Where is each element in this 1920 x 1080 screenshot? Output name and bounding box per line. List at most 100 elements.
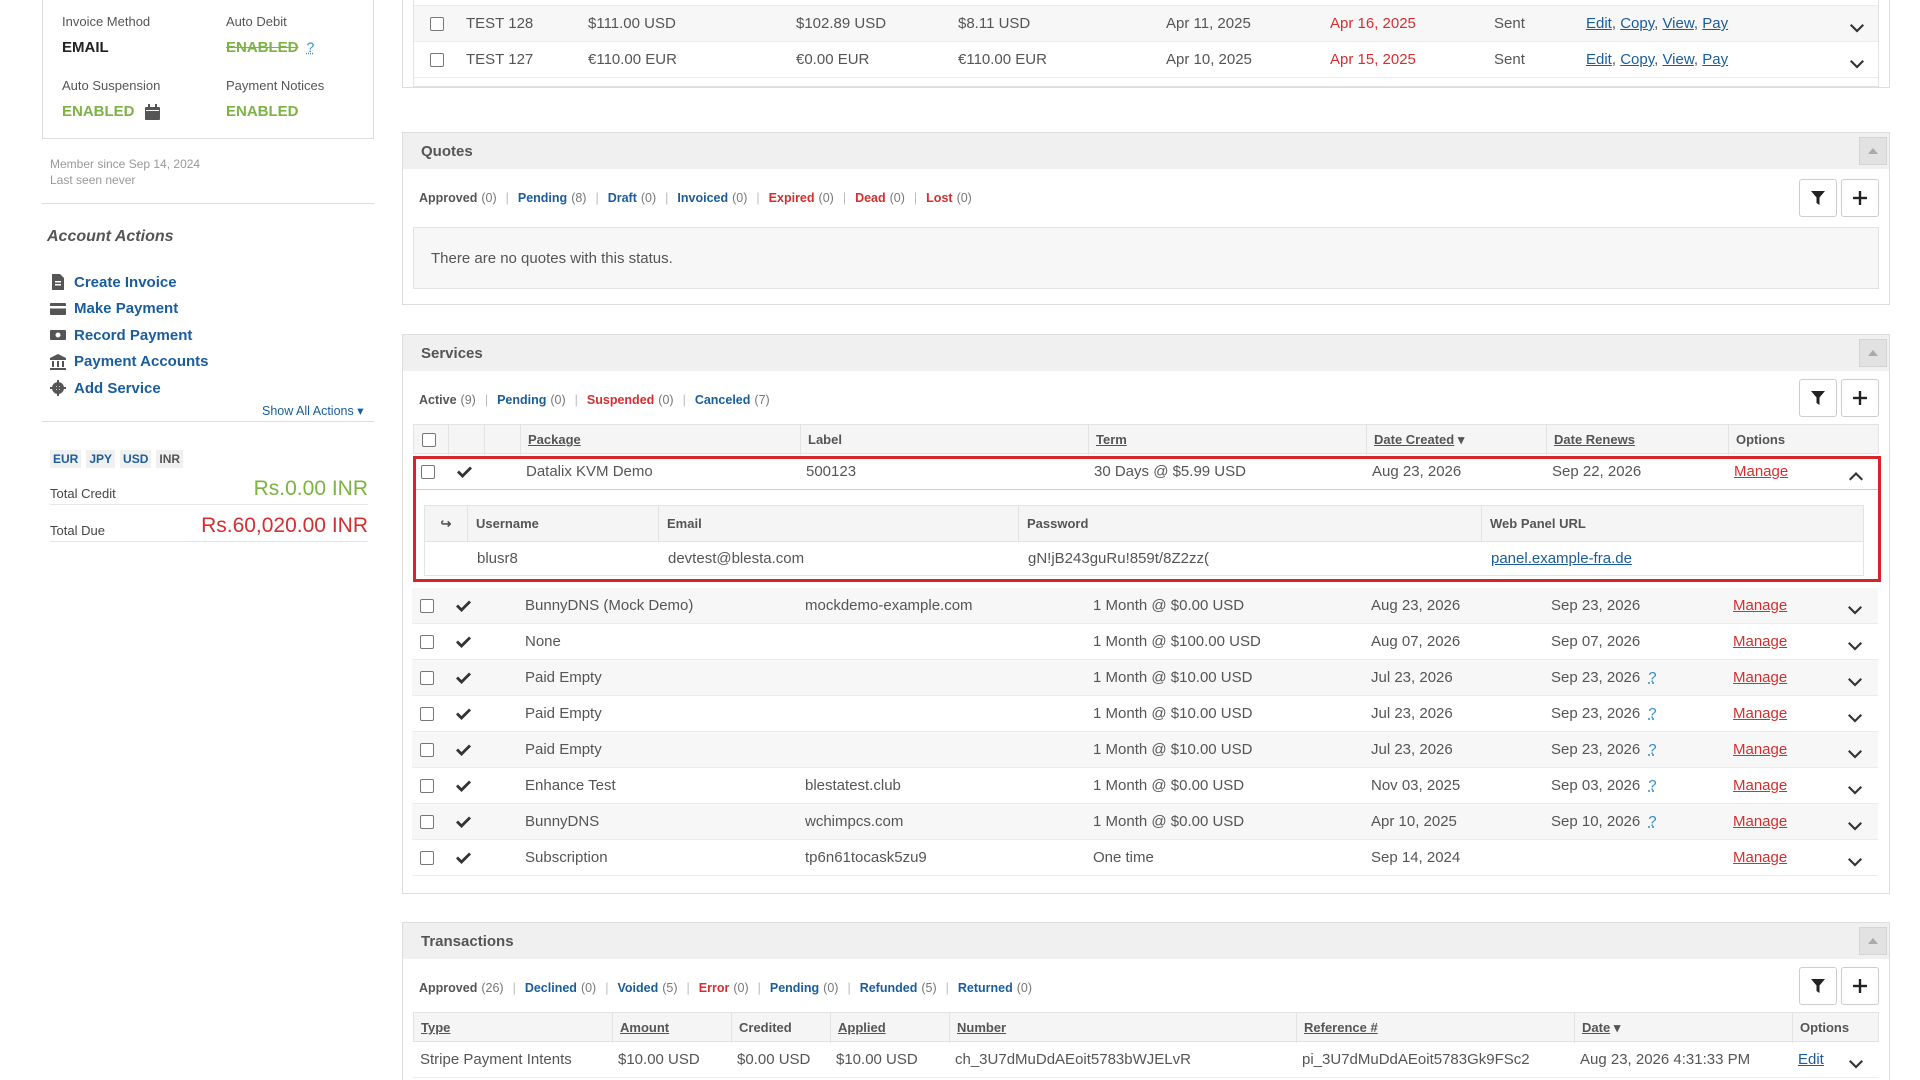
record-payment-label[interactable]: Record Payment	[74, 326, 193, 344]
currency-tab-eur[interactable]: EUR	[50, 450, 82, 468]
column-amount[interactable]: Amount	[612, 1013, 731, 1043]
row-checkbox[interactable]	[430, 53, 444, 67]
transaction-row[interactable]: Stripe Payment Intents $10.00 USD $0.00 …	[413, 1042, 1879, 1078]
filter-label[interactable]: Refunded	[859, 981, 918, 995]
renew-help[interactable]: ?	[1648, 705, 1657, 722]
invoice-pay-link[interactable]: Pay	[1702, 51, 1729, 68]
column-date-created-label[interactable]: Date Created	[1374, 432, 1455, 447]
row-checkbox[interactable]	[420, 851, 434, 865]
chevron-down-icon[interactable]	[1848, 674, 1862, 687]
row-checkbox[interactable]	[420, 635, 434, 649]
row-checkbox[interactable]	[420, 707, 434, 721]
transaction-edit-link[interactable]: Edit	[1798, 1051, 1824, 1068]
web-panel-url-link[interactable]: panel.example-fra.de	[1491, 550, 1632, 567]
manage-link[interactable]: Manage	[1733, 849, 1788, 866]
add-button[interactable]	[1841, 379, 1879, 417]
invoice-edit-link[interactable]: Edit	[1586, 51, 1612, 68]
column-date-renews[interactable]: Date Renews	[1546, 425, 1728, 455]
service-row-expanded[interactable]: Datalix KVM Demo 500123 30 Days @ $5.99 …	[413, 454, 1879, 490]
add-button[interactable]	[1841, 179, 1879, 217]
filter-button[interactable]	[1799, 179, 1837, 217]
filter-button[interactable]	[1799, 967, 1837, 1005]
service-row[interactable]: Paid Empty 1 Month @ $10.00 USD Jul 23, …	[412, 732, 1878, 768]
auto-debit-help[interactable]: ?	[306, 39, 315, 55]
filter-label[interactable]: Declined	[524, 981, 577, 995]
filter-label[interactable]: Approved	[419, 191, 478, 205]
payment-accounts-action[interactable]: Payment Accounts	[50, 349, 208, 376]
service-row[interactable]: BunnyDNS wchimpcs.com 1 Month @ $0.00 US…	[412, 804, 1878, 840]
service-row[interactable]: Subscription tp6n61tocask5zu9 One time S…	[412, 840, 1878, 876]
quotes-filter-lost[interactable]: Lost (0)	[926, 191, 972, 205]
manage-link[interactable]: Manage	[1733, 777, 1788, 794]
currency-tab-jpy[interactable]: JPY	[86, 450, 116, 468]
filter-label[interactable]: Approved	[419, 981, 478, 995]
collapse-button[interactable]	[1859, 339, 1887, 367]
filter-label[interactable]: Lost	[926, 191, 953, 205]
show-all-actions-link[interactable]: Show All Actions ▾	[262, 403, 363, 418]
filter-label[interactable]: Pending	[497, 393, 547, 407]
chevron-up-icon[interactable]	[1849, 468, 1863, 481]
column-date-label[interactable]: Date	[1582, 1020, 1611, 1035]
transactions-filter-refunded[interactable]: Refunded (5)	[860, 981, 937, 995]
transactions-filter-voided[interactable]: Voided (5)	[617, 981, 677, 995]
filter-button[interactable]	[1799, 379, 1837, 417]
column-term[interactable]: Term	[1088, 425, 1366, 455]
column-package[interactable]: Package	[520, 425, 800, 455]
column-applied[interactable]: Applied	[830, 1013, 949, 1043]
quotes-filter-draft[interactable]: Draft (0)	[608, 191, 656, 205]
chevron-down-icon[interactable]	[1848, 746, 1862, 759]
chevron-down-icon[interactable]	[1848, 602, 1862, 615]
add-button[interactable]	[1841, 967, 1879, 1005]
quotes-filter-expired[interactable]: Expired (0)	[769, 191, 834, 205]
filter-label[interactable]: Error	[698, 981, 730, 995]
chevron-down-icon[interactable]	[1850, 56, 1864, 69]
row-checkbox[interactable]	[420, 743, 434, 757]
chevron-down-icon[interactable]	[1850, 20, 1864, 33]
manage-link[interactable]: Manage	[1733, 741, 1788, 758]
row-checkbox[interactable]	[421, 465, 435, 479]
service-row[interactable]: BunnyDNS (Mock Demo) mockdemo-example.co…	[412, 588, 1878, 624]
manage-link[interactable]: Manage	[1733, 669, 1788, 686]
transactions-filter-declined[interactable]: Declined (0)	[525, 981, 596, 995]
filter-label[interactable]: Invoiced	[677, 191, 729, 205]
column-reference[interactable]: Reference #	[1296, 1013, 1574, 1043]
manage-link[interactable]: Manage	[1733, 705, 1788, 722]
column-number[interactable]: Number	[949, 1013, 1296, 1043]
chevron-down-icon[interactable]	[1848, 638, 1862, 651]
transactions-filter-pending[interactable]: Pending (0)	[770, 981, 839, 995]
filter-label[interactable]: Active	[419, 393, 457, 407]
services-filter-canceled[interactable]: Canceled (7)	[695, 393, 770, 407]
manage-link[interactable]: Manage	[1734, 463, 1789, 480]
collapse-button[interactable]	[1859, 927, 1887, 955]
chevron-down-icon[interactable]	[1848, 710, 1862, 723]
transactions-filter-approved[interactable]: Approved (26)	[419, 981, 504, 995]
invoice-copy-link[interactable]: Copy	[1620, 51, 1655, 68]
renew-help[interactable]: ?	[1648, 813, 1657, 830]
renew-help[interactable]: ?	[1648, 741, 1657, 758]
invoice-pay-link[interactable]: Pay	[1702, 15, 1729, 32]
collapse-button[interactable]	[1859, 137, 1887, 165]
chevron-down-icon[interactable]	[1849, 1056, 1863, 1069]
service-row[interactable]: Enhance Test blestatest.club 1 Month @ $…	[412, 768, 1878, 804]
chevron-down-icon[interactable]	[1848, 818, 1862, 831]
services-filter-pending[interactable]: Pending (0)	[497, 393, 566, 407]
row-checkbox[interactable]	[420, 779, 434, 793]
services-filter-suspended[interactable]: Suspended (0)	[587, 393, 674, 407]
filter-label[interactable]: Voided	[617, 981, 659, 995]
quotes-filter-dead[interactable]: Dead (0)	[855, 191, 905, 205]
create-invoice-label[interactable]: Create Invoice	[74, 273, 177, 291]
payment-accounts-label[interactable]: Payment Accounts	[74, 353, 209, 371]
service-row[interactable]: None 1 Month @ $100.00 USD Aug 07, 2026 …	[412, 624, 1878, 660]
row-checkbox[interactable]	[420, 815, 434, 829]
manage-link[interactable]: Manage	[1733, 633, 1788, 650]
add-service-action[interactable]: Add Service	[50, 375, 208, 402]
renew-help[interactable]: ?	[1648, 777, 1657, 794]
filter-label[interactable]: Draft	[607, 191, 637, 205]
calendar-icon[interactable]	[144, 103, 160, 120]
filter-label[interactable]: Expired	[768, 191, 815, 205]
column-date[interactable]: Date ▾	[1574, 1013, 1792, 1043]
column-type[interactable]: Type	[421, 1020, 451, 1035]
manage-link[interactable]: Manage	[1733, 813, 1788, 830]
row-checkbox[interactable]	[420, 599, 434, 613]
quotes-filter-approved[interactable]: Approved (0)	[419, 191, 497, 205]
